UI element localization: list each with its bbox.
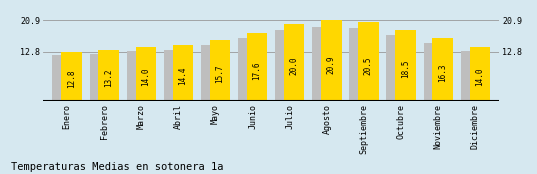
Bar bbox=[284, 24, 304, 101]
Text: 20.9: 20.9 bbox=[327, 55, 336, 74]
Bar bbox=[53, 56, 73, 101]
Bar bbox=[61, 52, 82, 101]
Bar bbox=[358, 22, 379, 101]
Bar bbox=[90, 54, 110, 101]
Bar bbox=[173, 45, 193, 101]
Text: 14.0: 14.0 bbox=[475, 67, 484, 86]
Bar bbox=[275, 30, 295, 101]
Text: 16.3: 16.3 bbox=[438, 63, 447, 82]
Text: 13.2: 13.2 bbox=[104, 69, 113, 87]
Bar bbox=[424, 43, 444, 101]
Bar bbox=[395, 30, 416, 101]
Text: 14.4: 14.4 bbox=[178, 67, 187, 85]
Bar bbox=[321, 20, 342, 101]
Text: 20.0: 20.0 bbox=[289, 57, 299, 76]
Bar bbox=[312, 27, 332, 101]
Text: 17.6: 17.6 bbox=[252, 61, 262, 80]
Bar bbox=[247, 33, 267, 101]
Bar bbox=[98, 50, 119, 101]
Bar bbox=[135, 47, 156, 101]
Bar bbox=[461, 51, 481, 101]
Bar bbox=[210, 40, 230, 101]
Bar bbox=[127, 51, 147, 101]
Bar bbox=[349, 28, 369, 101]
Bar bbox=[238, 38, 258, 101]
Bar bbox=[164, 50, 184, 101]
Bar bbox=[469, 47, 490, 101]
Text: 15.7: 15.7 bbox=[215, 64, 224, 83]
Text: 18.5: 18.5 bbox=[401, 60, 410, 78]
Bar bbox=[387, 35, 407, 101]
Text: 20.5: 20.5 bbox=[364, 56, 373, 75]
Bar bbox=[432, 38, 453, 101]
Text: 14.0: 14.0 bbox=[141, 67, 150, 86]
Text: 12.8: 12.8 bbox=[67, 69, 76, 88]
Bar bbox=[201, 45, 221, 101]
Text: Temperaturas Medias en sotonera 1a: Temperaturas Medias en sotonera 1a bbox=[11, 162, 223, 172]
